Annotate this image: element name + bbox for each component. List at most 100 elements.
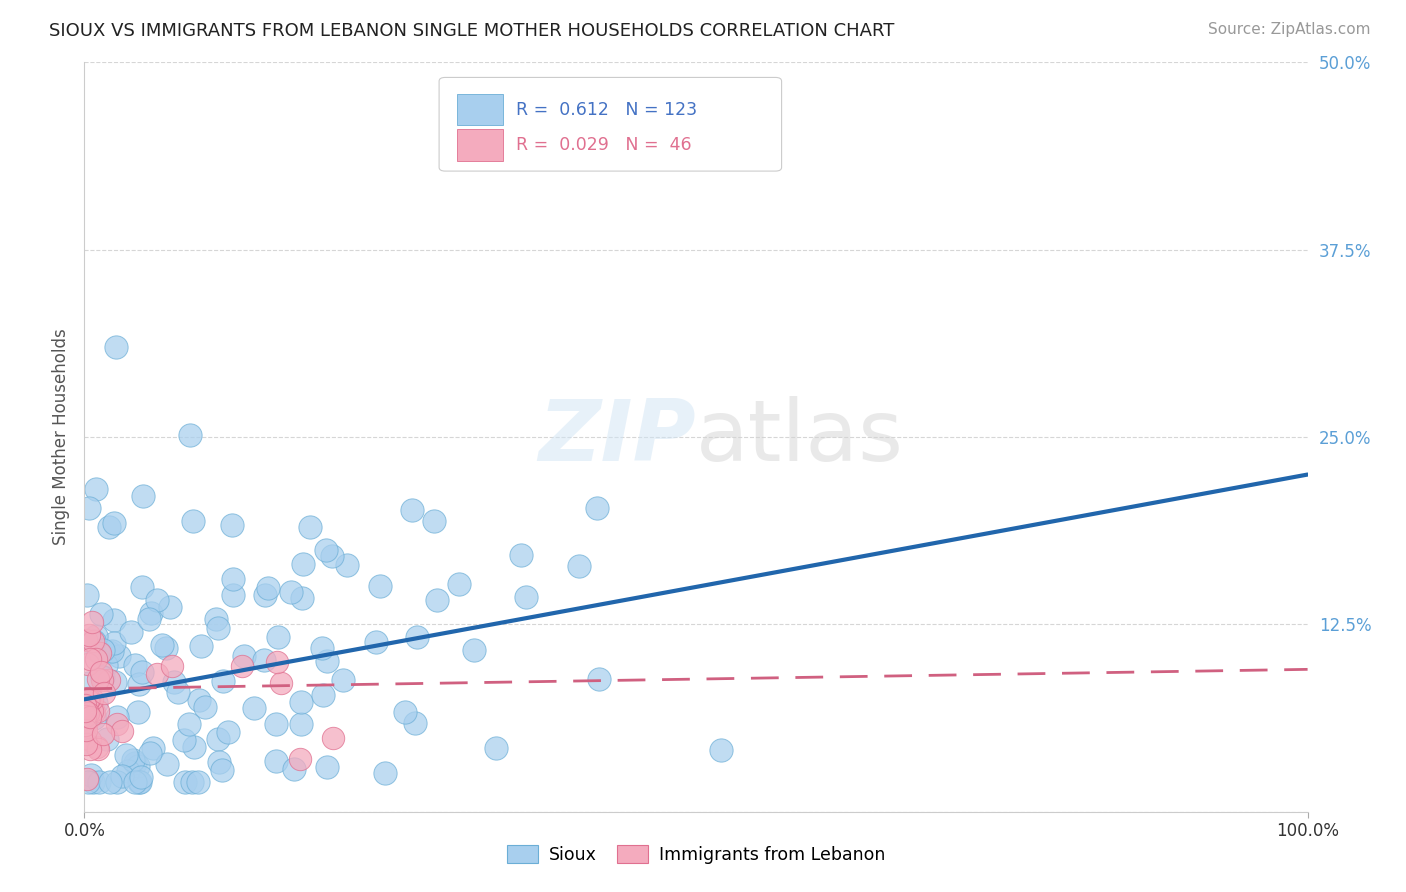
Point	[426, 593, 449, 607]
Point	[211, 764, 233, 778]
Point	[167, 685, 190, 699]
Point	[124, 658, 146, 673]
Point	[80, 704, 103, 718]
Point	[315, 760, 337, 774]
Point	[131, 665, 153, 679]
Point	[132, 489, 155, 503]
Point	[76, 588, 98, 602]
Point	[322, 731, 344, 746]
Point	[183, 739, 205, 754]
Point	[288, 752, 311, 766]
Point	[75, 723, 97, 738]
Point	[242, 701, 264, 715]
Point	[181, 774, 204, 789]
Point	[87, 742, 110, 756]
Point	[87, 643, 110, 657]
Point	[208, 755, 231, 769]
Point	[404, 715, 426, 730]
Text: Source: ZipAtlas.com: Source: ZipAtlas.com	[1208, 22, 1371, 37]
Point	[212, 673, 235, 688]
Point	[207, 731, 229, 746]
Point	[290, 591, 312, 605]
Point	[124, 756, 146, 771]
Point	[156, 757, 179, 772]
Text: ZIP: ZIP	[538, 395, 696, 479]
Point	[80, 768, 103, 782]
Point	[79, 652, 101, 666]
Point	[588, 672, 610, 686]
Legend: Sioux, Immigrants from Lebanon: Sioux, Immigrants from Lebanon	[499, 838, 893, 871]
Point	[73, 731, 96, 745]
Point	[128, 774, 150, 789]
Point	[270, 675, 292, 690]
Point	[586, 500, 609, 515]
Point	[75, 632, 97, 647]
Point	[321, 549, 343, 563]
Point	[311, 641, 333, 656]
Point	[207, 622, 229, 636]
Point	[280, 584, 302, 599]
Point	[73, 718, 96, 732]
Point	[447, 577, 470, 591]
Point	[90, 665, 112, 679]
Point	[89, 774, 111, 789]
Point	[221, 518, 243, 533]
Point	[138, 746, 160, 760]
Point	[86, 740, 108, 755]
Text: R =  0.612   N = 123: R = 0.612 N = 123	[516, 101, 697, 119]
Point	[87, 672, 110, 686]
Point	[127, 758, 149, 772]
Text: atlas: atlas	[696, 395, 904, 479]
Point	[145, 593, 167, 607]
Point	[266, 655, 288, 669]
Point	[232, 649, 254, 664]
Point	[131, 580, 153, 594]
Point	[485, 740, 508, 755]
Text: SIOUX VS IMMIGRANTS FROM LEBANON SINGLE MOTHER HOUSEHOLDS CORRELATION CHART: SIOUX VS IMMIGRANTS FROM LEBANON SINGLE …	[49, 22, 894, 40]
Point	[115, 748, 138, 763]
Point	[111, 723, 134, 738]
Point	[405, 630, 427, 644]
Point	[254, 588, 277, 602]
Point	[103, 613, 125, 627]
Point	[709, 743, 731, 757]
Point	[316, 654, 339, 668]
Point	[105, 716, 128, 731]
Point	[103, 636, 125, 650]
FancyBboxPatch shape	[457, 129, 503, 161]
Point	[142, 740, 165, 755]
Point	[90, 607, 112, 621]
Point	[108, 648, 131, 663]
Point	[159, 599, 181, 614]
Point	[299, 520, 322, 534]
Point	[103, 516, 125, 531]
Point	[332, 673, 354, 687]
Point	[188, 692, 211, 706]
FancyBboxPatch shape	[457, 94, 503, 126]
Point	[77, 774, 100, 789]
Point	[515, 591, 537, 605]
Point	[231, 659, 253, 673]
Point	[82, 615, 104, 629]
Point	[75, 738, 97, 752]
Point	[84, 696, 107, 710]
Point	[73, 704, 96, 718]
Point	[79, 741, 101, 756]
Point	[120, 625, 142, 640]
Point	[366, 634, 388, 648]
Point	[98, 673, 121, 687]
Point	[336, 558, 359, 572]
Point	[266, 716, 288, 731]
Point	[77, 500, 100, 515]
Point	[173, 732, 195, 747]
Point	[312, 688, 335, 702]
Point	[76, 657, 98, 671]
Point	[104, 675, 127, 690]
Point	[253, 653, 276, 667]
Point	[290, 695, 312, 709]
Point	[187, 774, 209, 789]
Point	[76, 693, 98, 707]
Point	[91, 643, 114, 657]
Point	[283, 762, 305, 776]
Point	[80, 640, 103, 654]
